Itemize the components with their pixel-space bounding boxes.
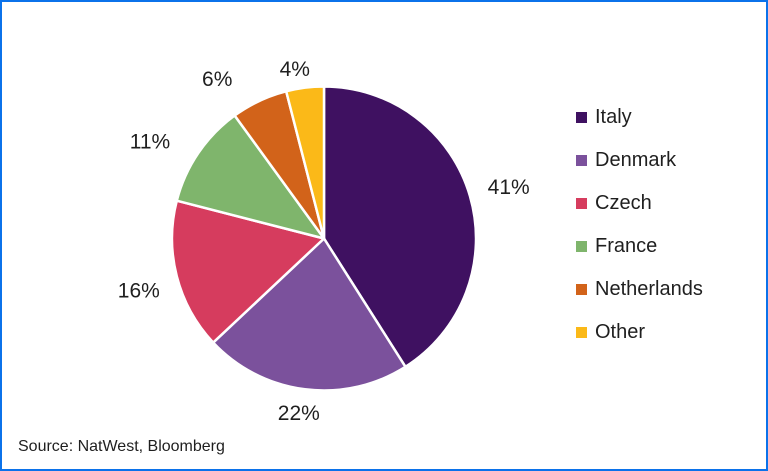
legend-label-czech: Czech <box>595 192 652 214</box>
pie-slice-denmark <box>211 237 407 392</box>
legend-label-france: France <box>595 235 658 257</box>
legend-label-denmark: Denmark <box>595 149 677 171</box>
legend-item-italy: Italy <box>576 106 703 128</box>
legend-item-other: Other <box>576 321 703 343</box>
legend-label-netherlands: Netherlands <box>595 278 703 300</box>
legend-swatch-czech <box>576 197 587 209</box>
legend-label-other: Other <box>595 321 646 343</box>
pie-slice-other <box>284 85 326 240</box>
legend-item-denmark: Denmark <box>576 149 703 171</box>
legend-item-netherlands: Netherlands <box>576 278 703 300</box>
slice-value-label-france: 11% <box>130 131 170 154</box>
slice-value-label-other: 4% <box>280 58 310 81</box>
slice-value-label-italy: 41% <box>488 176 530 199</box>
source-note: Source: NatWest, Bloomberg <box>18 438 225 455</box>
legend-swatch-other <box>576 326 587 338</box>
pie-slice-france <box>175 114 326 240</box>
slice-value-label-netherlands: 6% <box>202 68 232 91</box>
legend-item-czech: Czech <box>576 192 703 214</box>
slice-value-label-denmark: 22% <box>278 402 320 425</box>
pie-slice-czech <box>170 199 326 344</box>
legend-label-italy: Italy <box>595 106 632 128</box>
slice-value-label-czech: 16% <box>118 280 160 303</box>
legend: Italy Denmark Czech France Netherlands O… <box>576 106 703 343</box>
legend-swatch-denmark <box>576 154 587 166</box>
legend-item-france: France <box>576 235 703 257</box>
legend-swatch-france <box>576 240 587 252</box>
legend-swatch-netherlands <box>576 283 587 295</box>
legend-swatch-italy <box>576 111 587 123</box>
